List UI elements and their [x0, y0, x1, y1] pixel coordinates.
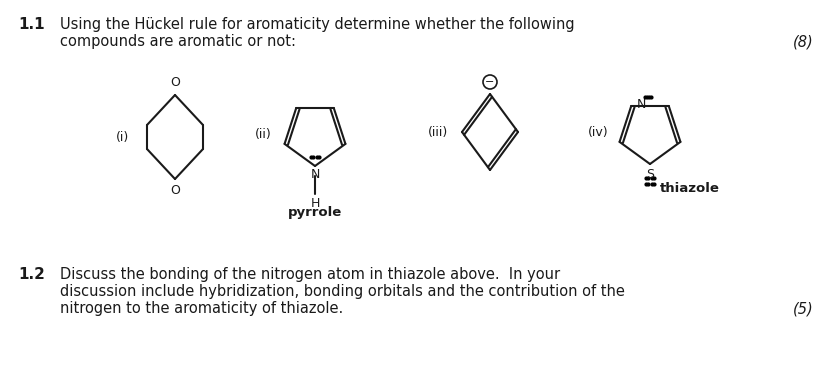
Text: (iii): (iii) — [428, 126, 448, 139]
Text: N: N — [637, 98, 646, 111]
Text: O: O — [170, 184, 180, 197]
Text: compounds are aromatic or not:: compounds are aromatic or not: — [60, 34, 296, 49]
Text: Discuss the bonding of the nitrogen atom in thiazole above.  In your: Discuss the bonding of the nitrogen atom… — [60, 267, 560, 282]
Text: (5): (5) — [793, 301, 814, 316]
Text: (iv): (iv) — [587, 126, 608, 139]
Text: nitrogen to the aromaticity of thiazole.: nitrogen to the aromaticity of thiazole. — [60, 301, 344, 316]
Text: N: N — [310, 168, 319, 181]
Text: discussion include hybridization, bonding orbitals and the contribution of the: discussion include hybridization, bondin… — [60, 284, 625, 299]
Text: −: − — [485, 77, 495, 87]
Text: S: S — [646, 168, 654, 181]
Text: O: O — [170, 76, 180, 89]
Text: thiazole: thiazole — [660, 182, 720, 195]
Text: Using the Hückel rule for aromaticity determine whether the following: Using the Hückel rule for aromaticity de… — [60, 17, 575, 32]
Text: (ii): (ii) — [255, 128, 271, 141]
Text: H: H — [310, 197, 319, 210]
Text: 1.1: 1.1 — [18, 17, 45, 32]
Text: (8): (8) — [793, 34, 814, 49]
Text: (i): (i) — [116, 131, 130, 144]
Text: pyrrole: pyrrole — [288, 206, 342, 219]
Text: 1.2: 1.2 — [18, 267, 45, 282]
